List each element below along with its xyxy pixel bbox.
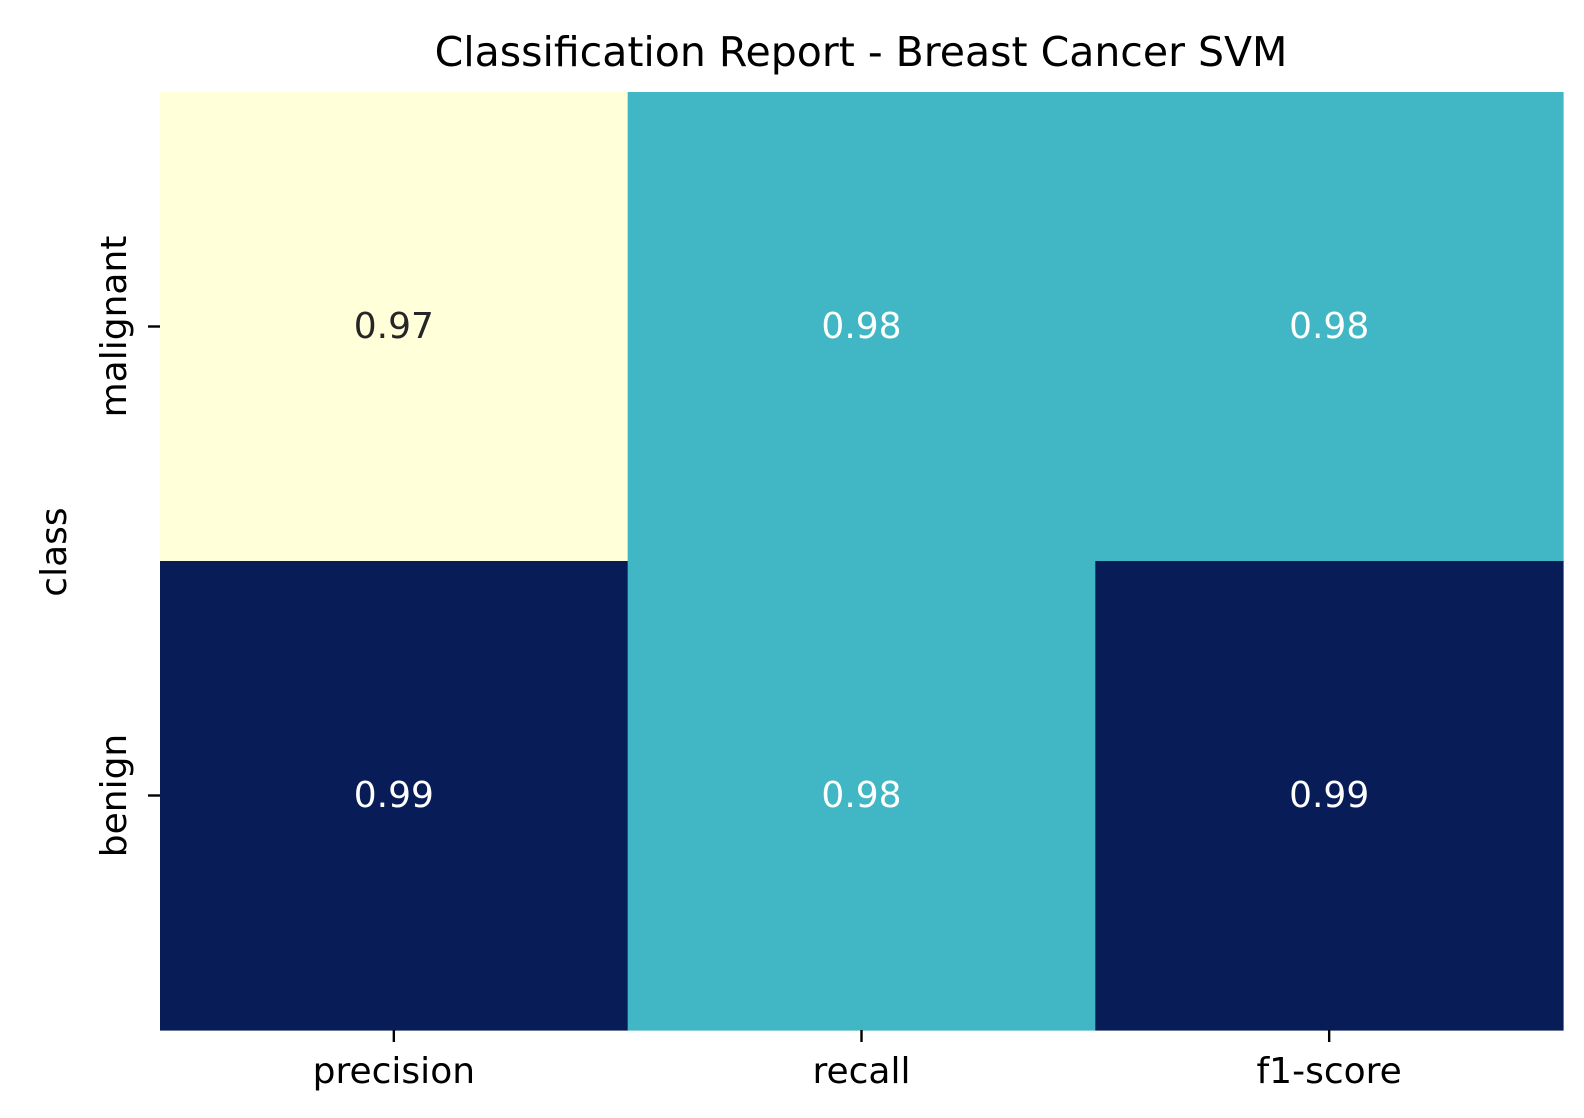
- x-axis-ticks: precision recall f1-score: [313, 1030, 1402, 1092]
- heatmap-cell-malignant-recall: [627, 92, 1096, 562]
- heatmap-cell-benign-recall: [627, 561, 1096, 1031]
- cell-value-label: 0.98: [821, 775, 901, 816]
- heatmap-cell-malignant-precision: [160, 92, 629, 562]
- heatmap-cell-malignant-f1-score: [1095, 92, 1564, 562]
- chart-title: Classification Report - Breast Cancer SV…: [435, 28, 1288, 76]
- y-axis-label: class: [34, 507, 75, 596]
- cell-value-label: 0.98: [1289, 306, 1369, 347]
- heatmap-cell-benign-precision: [160, 561, 629, 1031]
- y-axis-ticks: malignant benign: [94, 236, 160, 858]
- cell-value-label: 0.97: [354, 306, 434, 347]
- cell-value-label: 0.98: [821, 306, 901, 347]
- y-tick-label: malignant: [94, 236, 135, 418]
- heatmap-cell-benign-f1-score: [1095, 561, 1564, 1031]
- x-tick-label: f1-score: [1257, 1051, 1402, 1092]
- x-tick-label: recall: [812, 1051, 910, 1092]
- cell-value-label: 0.99: [1289, 775, 1369, 816]
- x-tick-label: precision: [313, 1051, 475, 1092]
- y-tick-label: benign: [94, 734, 135, 858]
- heatmap-cell-labels: 0.97 0.98 0.98 0.99 0.98 0.99: [354, 306, 1369, 816]
- cell-value-label: 0.99: [354, 775, 434, 816]
- heatmap-cells: [160, 92, 1564, 1031]
